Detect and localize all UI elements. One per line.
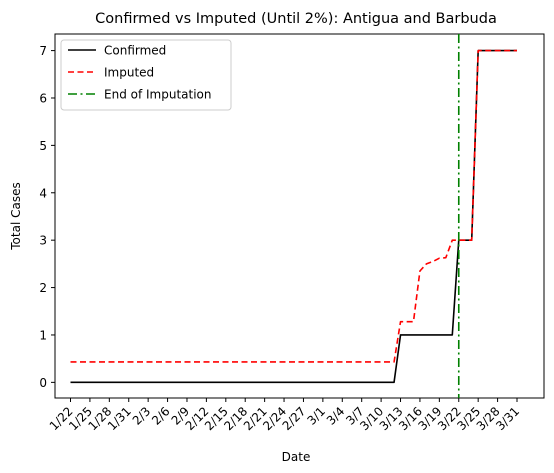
y-axis-label: Total Cases — [9, 182, 23, 250]
legend-label: Confirmed — [104, 44, 166, 58]
y-tick-label: 1 — [39, 328, 47, 342]
legend: Confirmed Imputed End of Imputation — [60, 39, 232, 111]
y-tick-label: 0 — [39, 376, 47, 390]
y-tick-label: 7 — [39, 44, 47, 58]
series-layer — [70, 34, 517, 398]
y-axis: 0 1 2 3 4 5 6 7 — [39, 44, 55, 390]
series-line-imputed — [70, 49, 517, 363]
y-tick-label: 6 — [39, 91, 47, 105]
y-tick-label: 5 — [39, 139, 47, 153]
x-axis: 1/221/251/281/312/32/62/92/122/152/182/2… — [47, 398, 522, 433]
legend-label: End of Imputation — [104, 88, 212, 102]
legend-box — [60, 39, 232, 111]
chart-title: Confirmed vs Imputed (Until 2%): Antigua… — [95, 11, 497, 27]
y-tick-label: 4 — [39, 186, 47, 200]
y-tick-label: 3 — [39, 234, 47, 248]
legend-label: Imputed — [104, 66, 154, 80]
x-axis-label: Date — [282, 450, 311, 464]
y-tick-label: 2 — [39, 281, 47, 295]
